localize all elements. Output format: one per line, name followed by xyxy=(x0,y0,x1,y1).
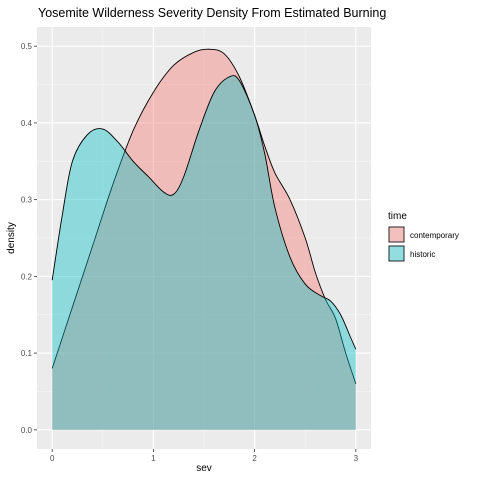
legend-swatch-contemporary xyxy=(388,226,405,243)
legend-label-contemporary: contemporary xyxy=(410,231,459,240)
chart-title: Yosemite Wilderness Severity Density Fro… xyxy=(38,6,386,20)
density-line-historic xyxy=(51,75,357,350)
y-tick-label: 0.2 xyxy=(21,272,33,281)
legend-label-historic: historic xyxy=(410,250,435,259)
density-areas xyxy=(51,48,357,430)
x-tick-label: 2 xyxy=(252,454,257,463)
x-tick-label: 1 xyxy=(151,454,156,463)
y-tick-label: 0.3 xyxy=(21,196,33,205)
y-tick-label: 0.1 xyxy=(21,349,33,358)
y-tick-label: 0.4 xyxy=(21,119,33,128)
density-line-contemporary xyxy=(51,48,357,384)
major-gridlines xyxy=(37,27,371,449)
density-area-historic xyxy=(52,75,356,430)
x-tick-label: 3 xyxy=(354,454,359,463)
density-area-contemporary xyxy=(52,49,356,430)
y-tick-label: 0.0 xyxy=(21,426,33,435)
legend-key-bg xyxy=(388,226,405,243)
legend: time contemporary historic xyxy=(388,211,459,262)
legend-swatch-historic xyxy=(388,245,405,262)
x-axis-title: sev xyxy=(196,463,212,474)
x-tick-label: 0 xyxy=(50,454,55,463)
y-axis-ticks: 0.0 0.1 0.2 0.3 0.4 0.5 xyxy=(21,42,37,435)
y-axis-title: density xyxy=(6,222,17,254)
legend-key-bg xyxy=(388,245,405,262)
legend-title: time xyxy=(388,211,407,222)
x-axis-ticks: 0 1 2 3 xyxy=(50,449,359,463)
y-tick-label: 0.5 xyxy=(21,42,33,51)
